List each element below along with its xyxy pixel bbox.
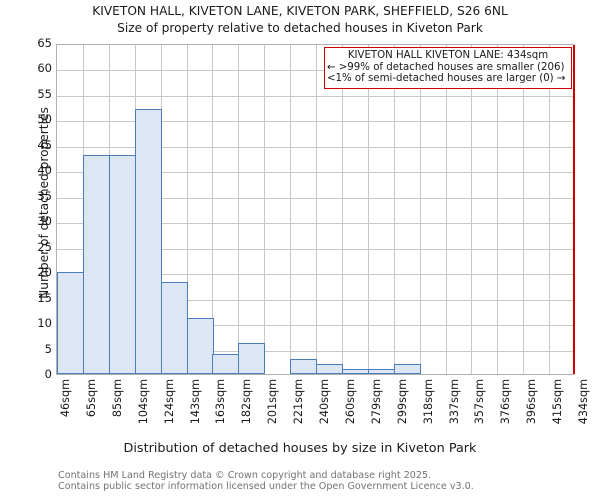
y-tick-label: 35 [37,188,52,203]
gridline [57,96,573,97]
annotation-line-smaller: ← >99% of detached houses are smaller (2… [327,61,565,73]
gridline [523,45,524,374]
plot-area [56,44,575,375]
histogram-bar [212,353,239,374]
y-tick-label: 0 [44,367,52,381]
gridline [471,45,472,374]
gridline [57,325,573,326]
y-tick-label: 20 [37,265,52,280]
annotation-line-larger: <1% of semi-detached houses are larger (… [327,73,566,85]
x-tick-label: 337sqm [447,379,461,425]
chart-title-line1: KIVETON HALL, KIVETON LANE, KIVETON PARK… [92,4,508,18]
y-tick-label: 65 [37,36,52,50]
x-tick-label: 279sqm [369,379,383,425]
y-tick-label: 5 [44,341,52,356]
x-tick-label: 182sqm [240,379,254,425]
x-tick-label: 124sqm [162,379,176,425]
histogram-bar [290,358,317,374]
y-tick-label: 45 [37,137,52,152]
property-size-marker-line [573,45,575,374]
gridline [57,121,573,122]
histogram-bar [394,363,421,374]
x-tick-label: 46sqm [59,379,72,418]
x-tick-label: 260sqm [343,379,357,425]
gridline [57,70,573,71]
gridline [57,249,573,250]
histogram-bar [342,368,369,374]
y-tick-label: 25 [37,239,52,254]
histogram-bar [368,368,395,374]
histogram-bar [316,363,343,374]
footer-line-1: Contains HM Land Registry data © Crown c… [58,470,432,481]
annotation-line-property: KIVETON HALL KIVETON LANE: 434sqm [347,50,549,61]
x-tick-label: 299sqm [395,379,409,425]
gridline [57,351,573,352]
x-tick-label: 376sqm [499,379,513,425]
x-tick-label: 357sqm [473,379,487,425]
y-axis-ticks: 0 5 10 15 20 25 30 35 40 45 50 55 60 65 [0,37,52,379]
gridline [57,223,573,224]
histogram-bar [238,343,265,374]
histogram-bar [187,318,214,374]
x-tick-label: 143sqm [188,379,202,425]
gridline [57,274,573,275]
footer-line-2: Contains public sector information licen… [58,481,474,493]
gridline [290,45,291,374]
chart-title-line2: Size of property relative to detached ho… [117,21,483,35]
gridline [187,45,188,374]
x-axis-ticks: 46sqm 65sqm 85sqm 104sqm 124sqm 143sqm 163sqm 1… [56,379,590,441]
histogram-bar [83,155,110,374]
y-tick-label: 55 [37,86,52,101]
gridline [368,45,369,374]
y-tick-label: 40 [37,163,52,178]
histogram-bar [161,282,188,374]
plot-wrapper [56,44,575,375]
gridline [264,45,265,374]
histogram-bar [135,109,162,374]
x-tick-label: 163sqm [214,379,228,425]
x-tick-label: 221sqm [292,379,306,425]
x-tick-label: 65sqm [84,379,98,418]
x-tick-label: 85sqm [110,379,124,418]
histogram-bar [57,272,84,374]
gridline [446,45,447,374]
gridline [316,45,317,374]
gridline [57,172,573,173]
footer-attribution: Contains HM Land Registry data © Crown c… [58,470,578,493]
x-tick-label: 434sqm [577,379,590,425]
x-tick-label: 104sqm [136,379,150,425]
y-tick-label: 60 [37,61,52,76]
gridline [57,300,573,301]
x-tick-label: 318sqm [421,379,435,425]
y-tick-label: 30 [37,214,52,229]
x-tick-label: 201sqm [266,379,280,425]
y-tick-label: 15 [37,290,52,305]
histogram-bar [109,155,136,374]
gridline [57,147,573,148]
gridline [420,45,421,374]
x-tick-label: 415sqm [551,379,565,425]
x-tick-label: 240sqm [318,379,331,425]
x-tick-label: 396sqm [525,379,539,425]
x-axis-title: Distribution of detached houses by size … [123,441,477,456]
gridline [394,45,395,374]
gridline [238,45,239,374]
gridline [497,45,498,374]
gridline [342,45,343,374]
gridline [212,45,213,374]
chart-title-block: KIVETON HALL, KIVETON LANE, KIVETON PARK… [0,3,600,37]
annotation-box: KIVETON HALL KIVETON LANE: 434sqm ← >99%… [324,47,572,89]
gridline [549,45,550,374]
y-tick-label: 50 [37,112,52,127]
gridline [57,198,573,199]
y-tick-label: 10 [37,316,52,331]
